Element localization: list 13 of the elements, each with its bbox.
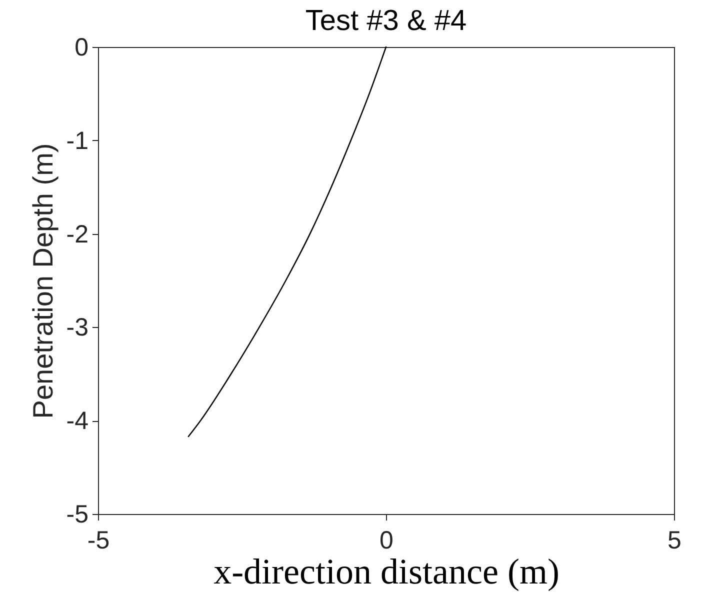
y-tick-label: -2 [66,220,88,248]
chart-title: Test #3 & #4 [305,5,467,37]
x-axis-title: x-direction distance (m) [214,552,560,592]
x-tick-label: -5 [87,526,110,554]
x-tick-label: 5 [668,526,682,554]
y-axis-title: Penetration Depth (m) [27,143,58,419]
x-tick-label: 0 [380,526,394,554]
y-tick-label: -4 [66,407,89,436]
y-tick-label: 0 [74,34,88,62]
line-series [188,46,387,438]
y-tick-label: -5 [66,500,88,528]
y-tick-label: -3 [66,314,88,342]
y-tick-label: -1 [66,126,88,155]
